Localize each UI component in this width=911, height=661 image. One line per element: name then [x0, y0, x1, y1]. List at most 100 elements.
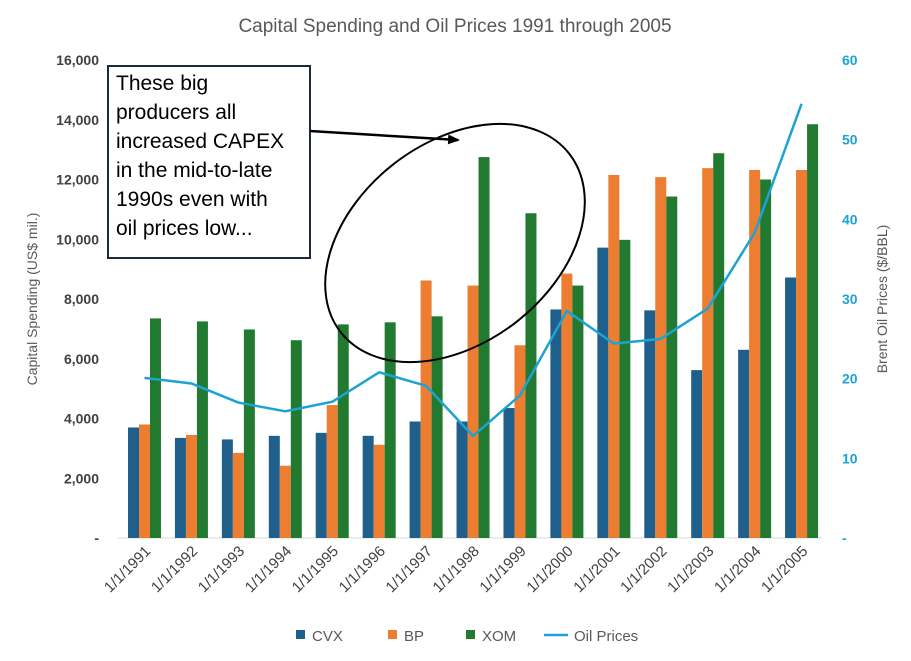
legend-label: Oil Prices [574, 628, 638, 645]
legend-swatch-bp [388, 630, 397, 639]
x-tick-label: 1/1/1991 [101, 543, 154, 596]
bar-bp [655, 177, 667, 539]
x-tick-label: 1/1/1995 [289, 543, 342, 596]
legend-swatch-xom [466, 630, 475, 639]
legend-swatch-cvx [296, 630, 305, 639]
bar-cvx [315, 432, 327, 538]
x-tick-label: 1/1/1994 [242, 543, 295, 596]
bar-xom [290, 340, 302, 538]
bar-bp [373, 444, 385, 538]
bar-xom [760, 179, 772, 538]
bar-cvx [362, 435, 374, 538]
annotation: These big producers all increased CAPEX … [107, 65, 586, 364]
bar-cvx [738, 349, 750, 538]
x-tick-label: 1/1/2002 [617, 543, 670, 596]
bar-cvx [691, 370, 703, 538]
bar-cvx [409, 421, 421, 538]
legend-label: CVX [312, 628, 343, 645]
y-tick-label-left: 8,000 [64, 291, 99, 307]
bar-cvx [550, 309, 562, 538]
bar-cvx [456, 421, 468, 538]
bar-xom [196, 321, 208, 538]
x-tick-label: 1/1/1993 [195, 543, 248, 596]
bar-xom [337, 324, 349, 538]
bar-cvx [644, 310, 656, 538]
bar-bp [420, 280, 432, 538]
annotation-line: in the mid-to-late [116, 159, 272, 182]
x-tick-label: 1/1/1992 [148, 543, 201, 596]
y-tick-label-left: 6,000 [64, 351, 99, 367]
annotation-line: These big [116, 72, 208, 95]
bar-xom [478, 157, 490, 538]
bar-xom [431, 316, 443, 538]
y-tick-label-right: 60 [842, 52, 858, 68]
bar-xom [666, 196, 678, 538]
annotation-line: producers all [116, 101, 236, 124]
bar-xom [150, 318, 161, 538]
y-tick-label-left: 10,000 [56, 231, 99, 247]
bar-bp [279, 465, 291, 538]
y-tick-label-left: 16,000 [56, 52, 99, 68]
x-tick-label: 1/1/1996 [336, 543, 389, 596]
bar-cvx [503, 408, 515, 538]
y-tick-label-right: 50 [842, 132, 858, 148]
bar-cvx [128, 427, 139, 538]
legend: CVX BP XOM Oil Prices [296, 628, 638, 645]
y-axis-left-label: Capital Spending (US$ mil.) [24, 213, 40, 386]
legend-label: BP [404, 628, 424, 645]
x-axis: 1/1/19911/1/19921/1/19931/1/19941/1/1995… [101, 543, 811, 596]
x-tick-label: 1/1/2003 [664, 543, 717, 596]
y-tick-label-left: 12,000 [56, 172, 99, 188]
y-tick-label-right: 40 [842, 211, 858, 227]
y-tick-label-right: 10 [842, 450, 858, 466]
bar-bp [139, 424, 150, 538]
y-tick-label-left: 4,000 [64, 411, 99, 427]
bar-bp [467, 285, 479, 538]
annotation-line: increased CAPEX [116, 130, 284, 153]
y-axis-left: - 2,000 4,000 6,000 8,000 10,000 12,000 14,000 1… [56, 52, 99, 546]
annotation-ellipse [324, 122, 586, 364]
x-tick-label: 1/1/2005 [758, 543, 811, 596]
chart-title: Capital Spending and Oil Prices 1991 thr… [238, 16, 671, 37]
oil-price-line [144, 103, 803, 438]
bar-xom [572, 285, 584, 538]
y-axis-right-label: Brent Oil Prices ($/BBL) [874, 225, 890, 374]
annotation-box [107, 65, 311, 259]
bar-bp [232, 452, 244, 538]
y-tick-label-right: - [842, 530, 847, 546]
bar-bp [749, 169, 761, 538]
bar-bp [514, 345, 526, 538]
annotation-arrow [309, 129, 460, 145]
bar-xom [619, 239, 631, 538]
bar-xom [713, 153, 725, 538]
bar-bp [702, 168, 714, 538]
annotation-line: 1990s even with [116, 188, 268, 211]
bar-cvx [597, 247, 609, 539]
x-tick-label: 1/1/1999 [476, 543, 529, 596]
bar-cvx [268, 435, 280, 538]
bar-xom [243, 329, 255, 538]
bar-bp [326, 405, 338, 538]
bar-bp [561, 273, 573, 538]
annotation-line: oil prices low... [116, 217, 253, 240]
y-tick-label-right: 20 [842, 371, 858, 387]
bar-bp [608, 175, 620, 539]
bar-bp [796, 169, 808, 538]
x-tick-label: 1/1/2004 [711, 543, 764, 596]
bar-cvx [785, 277, 797, 538]
bar-cvx [221, 439, 233, 538]
x-tick-label: 1/1/2001 [570, 543, 623, 596]
x-tick-label: 1/1/1998 [430, 543, 483, 596]
y-axis-right: - 10 20 30 40 50 60 [842, 52, 858, 546]
x-tick-label: 1/1/2000 [523, 543, 576, 596]
bar-cvx [174, 437, 186, 538]
y-tick-label-left: 14,000 [56, 112, 99, 128]
bar-bp [185, 434, 197, 538]
bar-xom [384, 322, 396, 538]
y-tick-label-left: 2,000 [64, 470, 99, 486]
legend-label: XOM [482, 628, 516, 645]
bar-xom [807, 124, 819, 538]
x-tick-label: 1/1/1997 [383, 543, 436, 596]
